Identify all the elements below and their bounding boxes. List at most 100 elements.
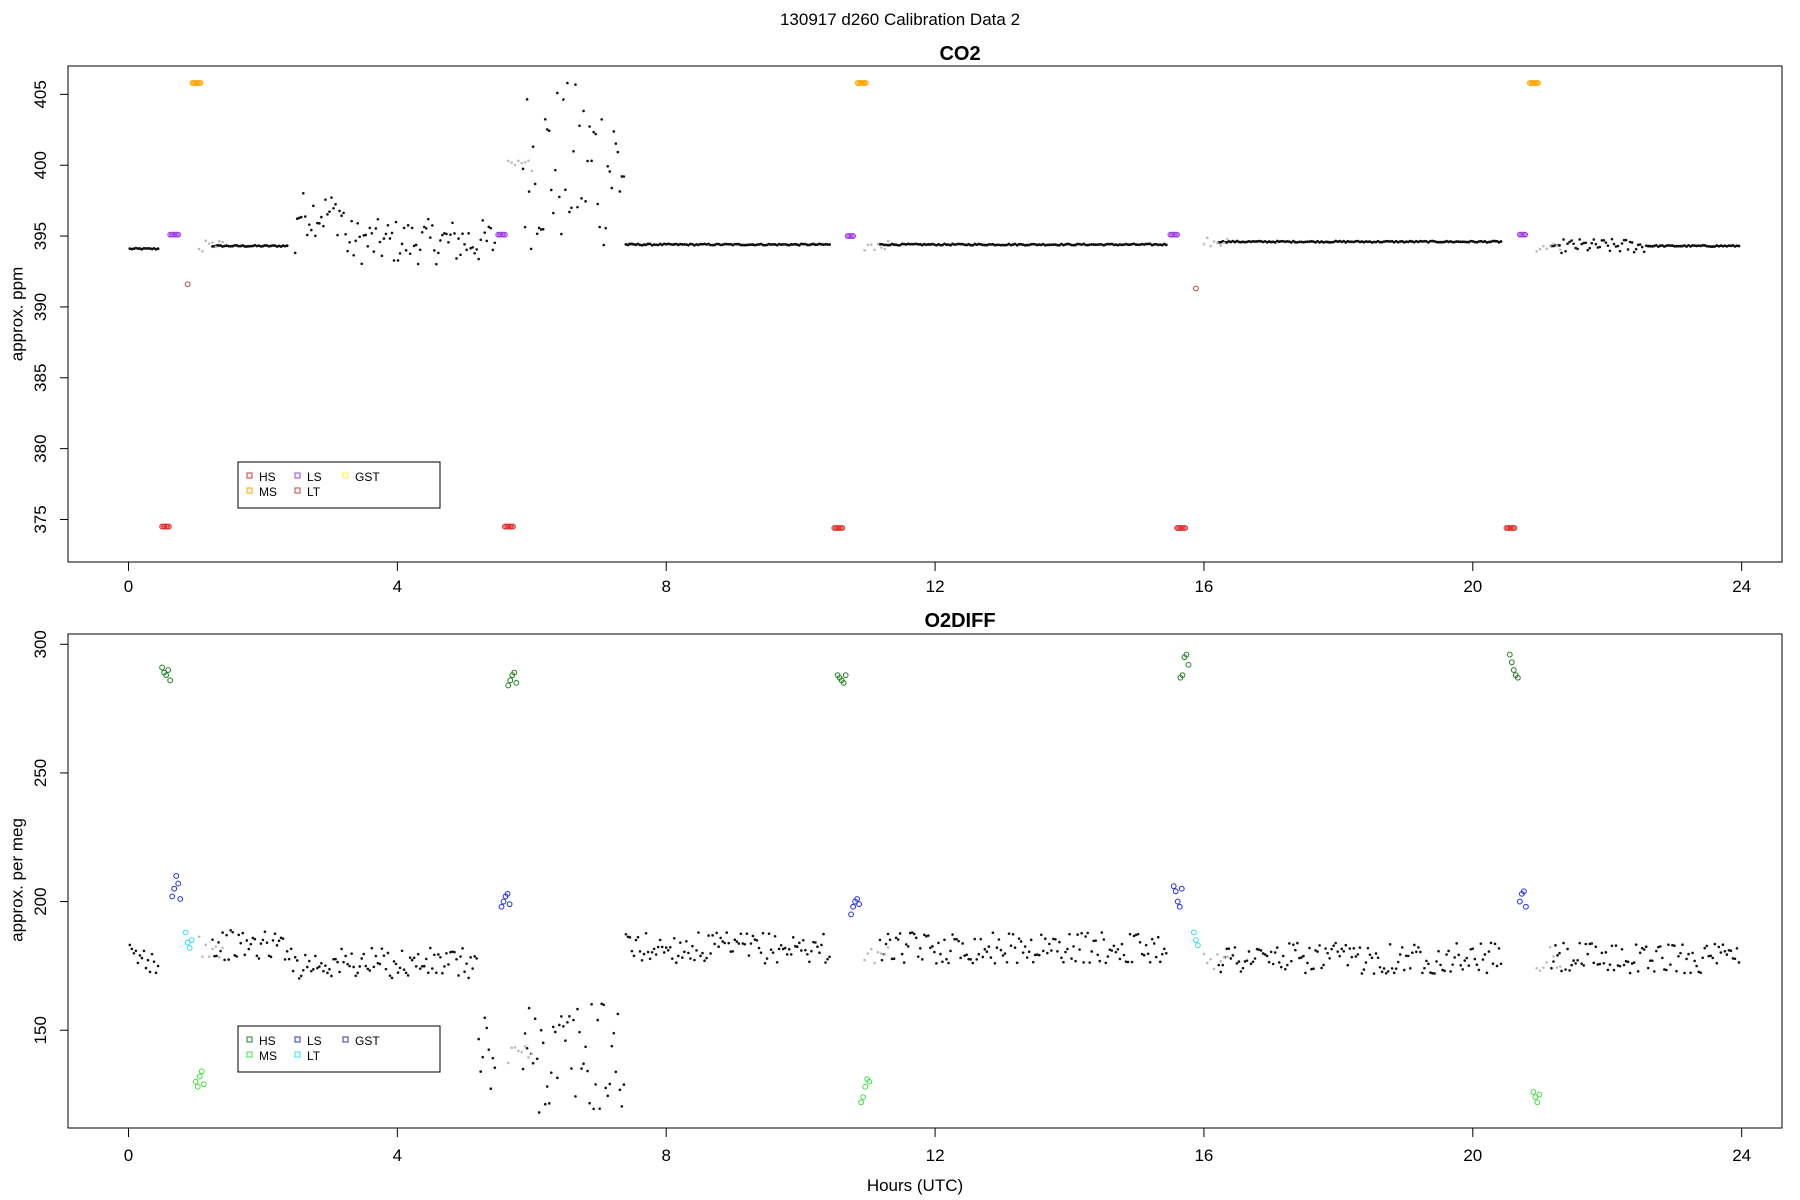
ambient-point: [533, 1017, 537, 1021]
ambient-point: [545, 1085, 549, 1088]
ambient-point: [1233, 946, 1237, 949]
ambient-point: [1608, 963, 1612, 966]
ambient-point: [225, 933, 228, 937]
ambient-point: [273, 932, 277, 935]
ambient-point: [1060, 956, 1063, 960]
ambient-point: [328, 967, 331, 971]
point-ls: [173, 872, 180, 879]
ambient-point: [1467, 964, 1471, 967]
ambient-point: [414, 965, 418, 968]
ambient-point: [1398, 240, 1402, 243]
ambient-point: [1622, 963, 1626, 967]
ambient-point: [908, 931, 912, 935]
ambient-point: [443, 232, 446, 235]
ambient-point: [1632, 250, 1636, 254]
point-lt: [188, 937, 195, 944]
transition-point: [530, 169, 534, 173]
ambient-point: [1346, 963, 1350, 967]
ambient-point: [467, 976, 470, 980]
ambient-point: [713, 942, 716, 946]
ambient-point: [1687, 952, 1690, 956]
ambient-point: [1417, 946, 1420, 949]
ambient-point: [344, 233, 347, 236]
ambient-point: [1015, 961, 1019, 965]
ambient-point: [670, 957, 674, 960]
ambient-point: [640, 959, 644, 962]
ambient-point: [219, 949, 222, 953]
ambient-point: [882, 243, 886, 247]
ambient-point: [1646, 244, 1650, 248]
ambient-point: [610, 1044, 614, 1048]
ambient-point: [227, 958, 230, 961]
transition-point: [530, 1052, 534, 1055]
ambient-point: [473, 251, 476, 255]
ambient-point: [1572, 959, 1575, 962]
ambient-point: [945, 243, 948, 247]
ambient-point: [1289, 240, 1293, 244]
ambient-point: [963, 954, 966, 957]
page-supertitle: 130917 d260 Calibration Data 2: [779, 10, 1021, 29]
ambient-point: [1604, 241, 1608, 244]
ambient-point: [675, 961, 678, 964]
ambient-point: [1640, 946, 1644, 950]
ambient-point: [378, 240, 382, 244]
ambient-point: [414, 243, 418, 247]
legend-label-ls: LS: [307, 470, 322, 484]
ambient-point: [402, 226, 406, 230]
ambient-point: [912, 932, 916, 936]
transition-point: [1552, 955, 1555, 958]
ambient-point: [1102, 938, 1106, 941]
ambient-point: [588, 125, 591, 128]
ambient-point: [1106, 242, 1110, 246]
ambient-point: [1352, 947, 1356, 950]
ambient-point: [1245, 959, 1249, 962]
ambient-point: [263, 930, 267, 934]
ambient-point: [1386, 970, 1390, 973]
ambient-point: [1491, 962, 1495, 965]
ambient-point: [299, 974, 303, 978]
ambient-point: [1455, 240, 1459, 243]
point-ls: [504, 890, 511, 897]
transition-point: [1202, 952, 1206, 956]
ambient-point: [1663, 968, 1666, 971]
ambient-point: [1148, 960, 1152, 964]
ambient-point: [749, 942, 753, 945]
ambient-point: [453, 232, 456, 235]
ambient-point: [1465, 956, 1469, 960]
ambient-point: [1253, 957, 1257, 960]
ambient-point: [602, 1003, 606, 1007]
point-hs: [1185, 661, 1192, 668]
ambient-point: [1136, 243, 1140, 247]
ambient-point: [1384, 971, 1388, 975]
ambient-point: [374, 227, 378, 230]
ambient-point: [937, 941, 940, 945]
y-tick-label: 375: [31, 505, 50, 533]
ambient-point: [914, 936, 918, 940]
ambient-point: [1047, 243, 1051, 247]
ambient-point: [245, 939, 249, 942]
ambient-point: [795, 945, 799, 949]
ambient-point: [1354, 955, 1358, 958]
ambient-point: [1669, 244, 1672, 248]
ambient-point: [961, 942, 964, 945]
ambient-point: [1725, 953, 1729, 956]
transition-point: [1558, 248, 1562, 251]
ambient-point: [1273, 240, 1277, 244]
ambient-point: [483, 231, 487, 234]
ambient-point: [1293, 240, 1297, 244]
ambient-point: [1009, 944, 1013, 947]
ambient-point: [237, 933, 241, 937]
ambient-point: [916, 955, 920, 958]
ambient-point: [483, 1016, 487, 1020]
ambient-point: [1342, 949, 1346, 953]
ambient-point: [880, 958, 884, 962]
ambient-point: [1630, 962, 1634, 965]
legend-swatch-hs: [246, 1036, 253, 1043]
ambient-point: [1338, 954, 1342, 958]
ambient-point: [547, 1102, 551, 1105]
ambient-point: [1616, 964, 1620, 967]
ambient-point: [939, 952, 942, 956]
ambient-point: [1427, 241, 1430, 244]
ambient-point: [1723, 949, 1727, 953]
ambient-point: [828, 243, 831, 246]
